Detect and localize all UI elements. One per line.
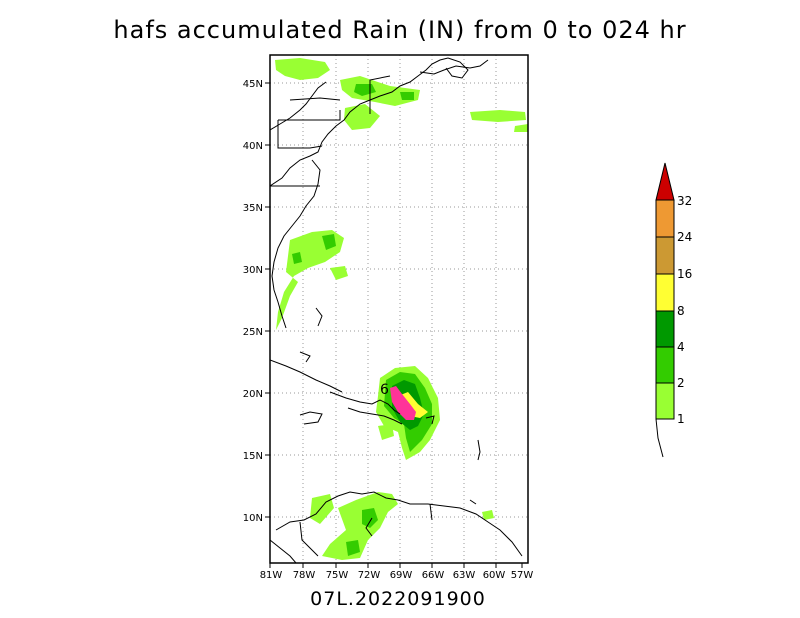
- colorbar-bin-2: [655, 346, 675, 384]
- run-id-label: 07L.2022091900: [310, 588, 486, 610]
- colorbar-bin-4: [655, 310, 675, 348]
- lat-label: 40N: [243, 141, 263, 152]
- rain-field-caribbean: [310, 492, 494, 560]
- map-frame: [269, 54, 529, 564]
- political-borders: [270, 75, 433, 557]
- lat-label: 20N: [243, 389, 263, 400]
- colorbar: [655, 162, 675, 458]
- colorbar-label: 1: [677, 412, 685, 426]
- colorbar-label: 24: [677, 230, 692, 244]
- lon-label: 81W: [260, 570, 283, 581]
- lon-label: 69W: [390, 570, 413, 581]
- lon-label: 63W: [453, 570, 476, 581]
- colorbar-label: 2: [677, 376, 685, 390]
- colorbar-labels: 1 2 4 8 16 24 32: [677, 194, 692, 426]
- lon-label: 57W: [511, 570, 534, 581]
- colorbar-bin-16: [655, 236, 675, 275]
- colorbar-label: 4: [677, 340, 685, 354]
- lat-label: 25N: [243, 327, 263, 338]
- lon-label: 75W: [326, 570, 349, 581]
- lon-axis: [269, 563, 523, 568]
- colorbar-min-tail: [655, 418, 664, 458]
- lon-label: 66W: [422, 570, 445, 581]
- colorbar-label: 16: [677, 267, 692, 281]
- rain-field-atlantic-heavy: [292, 234, 336, 264]
- colorbar-bin-8: [655, 273, 675, 312]
- colorbar-label: 32: [677, 194, 692, 208]
- lat-label: 35N: [243, 203, 263, 214]
- lon-label: 72W: [358, 570, 381, 581]
- lat-label: 10N: [243, 513, 263, 524]
- graticule: [270, 55, 528, 563]
- colorbar-max-triangle: [655, 162, 675, 201]
- lat-label: 15N: [243, 451, 263, 462]
- rain-field-hurricane-core: [390, 386, 416, 420]
- lon-labels: 81W 78W 75W 72W 69W 66W 63W 60W 57W: [260, 570, 534, 581]
- lat-labels: 45N 40N 35N 30N 25N 20N 15N 10N: [243, 79, 263, 524]
- lat-label: 30N: [243, 265, 263, 276]
- storm-track-marker: 6: [380, 382, 389, 398]
- coastlines: [270, 57, 523, 563]
- colorbar-bin-1: [655, 382, 675, 420]
- rain-field-northeast: [275, 58, 528, 132]
- lat-axis: [265, 82, 270, 518]
- lat-label: 45N: [243, 79, 263, 90]
- rain-field-atlantic: [276, 230, 348, 330]
- colorbar-bin-24: [655, 199, 675, 238]
- rain-field-caribbean-heavy: [346, 508, 378, 556]
- lon-label: 60W: [483, 570, 506, 581]
- colorbar-label: 8: [677, 304, 685, 318]
- chart-title: hafs accumulated Rain (IN) from 0 to 024…: [113, 16, 687, 44]
- lon-label: 78W: [293, 570, 316, 581]
